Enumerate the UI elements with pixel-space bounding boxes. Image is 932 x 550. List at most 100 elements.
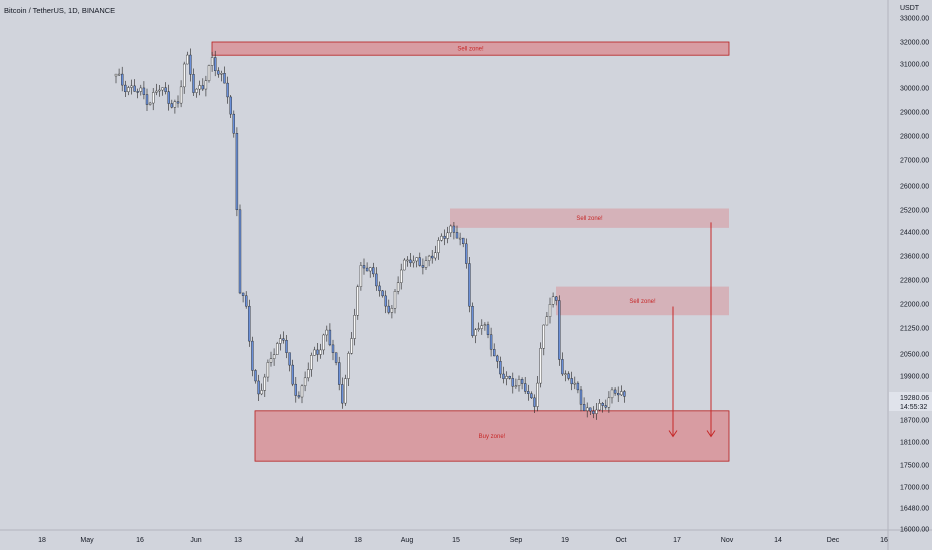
- x-tick-label: Dec: [827, 537, 840, 544]
- candle-body: [254, 370, 257, 382]
- candle-body: [493, 349, 496, 357]
- y-tick-label: 30000.00: [900, 86, 929, 93]
- candle-body: [350, 338, 353, 354]
- y-tick-label: 17500.00: [900, 463, 929, 470]
- candle-body: [449, 225, 452, 234]
- candle-body: [276, 343, 279, 355]
- candle-body: [480, 325, 483, 329]
- candle-body: [362, 265, 366, 269]
- y-tick-label: 16480.00: [900, 506, 929, 513]
- y-tick-label: 19900.00: [900, 374, 929, 381]
- candle-body: [443, 235, 446, 239]
- y-tick-label: 16000.00: [900, 527, 929, 534]
- candle-body: [288, 352, 291, 366]
- candle-body: [604, 405, 607, 408]
- candle-body: [598, 403, 601, 411]
- candle-body: [124, 84, 127, 93]
- candle-body: [220, 73, 223, 75]
- candle-body: [465, 243, 468, 264]
- candle-body: [384, 295, 387, 307]
- candle-body: [533, 397, 536, 407]
- candle-body: [269, 358, 273, 363]
- candle-body: [390, 308, 394, 313]
- candle-body: [303, 377, 307, 387]
- candle-body: [282, 338, 285, 341]
- candle-body: [396, 282, 400, 292]
- candle-body: [623, 391, 626, 397]
- x-tick-label: 13: [234, 537, 242, 544]
- candle-body: [158, 89, 161, 92]
- candle-body: [403, 259, 406, 271]
- candle-body: [257, 380, 260, 395]
- candle-body: [548, 304, 552, 317]
- candle-body: [471, 306, 474, 336]
- candle-body: [341, 384, 344, 404]
- candle-body: [316, 349, 319, 355]
- candle-body: [462, 237, 465, 245]
- candle-body: [517, 379, 521, 387]
- candle-body: [334, 352, 338, 363]
- candle-body: [393, 290, 397, 309]
- candle-body: [586, 407, 589, 411]
- candle-body: [145, 94, 149, 105]
- candle-body: [148, 102, 152, 105]
- candle-body: [545, 316, 549, 326]
- candle-body: [514, 385, 518, 388]
- candle-body: [232, 113, 236, 134]
- y-tick-label: 20500.00: [900, 352, 929, 359]
- candle-body: [204, 80, 208, 90]
- candle-body: [151, 92, 155, 104]
- candle-body: [369, 267, 372, 272]
- candle-body: [297, 395, 301, 398]
- candle-body: [356, 286, 359, 316]
- candle-body: [412, 260, 415, 264]
- candle-body: [263, 376, 266, 391]
- candle-body: [238, 209, 242, 294]
- y-tick-label: 26000.00: [900, 184, 929, 191]
- candle-body: [520, 379, 524, 384]
- y-tick-label: 18700.00: [900, 418, 929, 425]
- candle-body: [167, 91, 170, 104]
- candle-body: [539, 348, 542, 384]
- candle-body: [235, 133, 239, 211]
- candle-body: [313, 349, 316, 356]
- y-tick-label: 23600.00: [900, 254, 929, 261]
- candle-body: [182, 63, 186, 88]
- x-tick-label: 19: [561, 537, 569, 544]
- candle-body: [601, 403, 604, 406]
- candle-body: [561, 359, 564, 375]
- x-tick-label: 18: [38, 537, 46, 544]
- y-tick-label: 31000.00: [900, 62, 929, 69]
- candle-body: [511, 378, 514, 387]
- candle-body: [161, 87, 164, 91]
- candle-body: [427, 255, 431, 261]
- y-tick-label: 24400.00: [900, 230, 929, 237]
- currency-label: USDT: [900, 5, 920, 12]
- candle-body: [508, 376, 511, 379]
- arrows-layer: [668, 222, 716, 438]
- candle-body: [279, 338, 282, 344]
- candle-body: [248, 305, 251, 342]
- candle-body: [310, 355, 313, 370]
- current-price-tag: 19280.06 14:55:32: [889, 392, 932, 411]
- candle-body: [142, 87, 146, 95]
- sell-zone: [211, 41, 730, 56]
- x-tick-label: 15: [452, 537, 460, 544]
- candle-body: [130, 85, 133, 88]
- candle-body: [551, 296, 555, 305]
- candle-body: [207, 65, 211, 81]
- candle-body: [415, 257, 418, 262]
- candle-body: [477, 328, 480, 330]
- candle-body: [592, 410, 595, 414]
- buy-zone-label: Buy zone!: [479, 434, 506, 440]
- candle-body: [555, 296, 558, 301]
- candle-body: [325, 329, 328, 336]
- sell-zone-label: Sell zone!: [576, 216, 603, 222]
- candle-body: [272, 354, 276, 359]
- candle-body: [530, 393, 533, 399]
- x-tick-label: Oct: [616, 537, 627, 544]
- candle-body: [244, 295, 248, 307]
- candle-body: [347, 353, 350, 379]
- candle-body: [400, 269, 403, 283]
